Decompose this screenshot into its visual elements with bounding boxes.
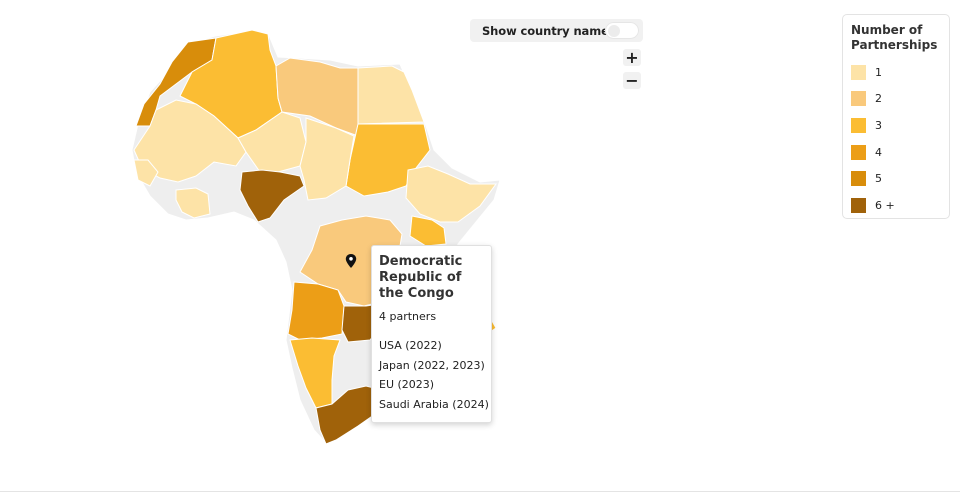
country-angola[interactable]	[287, 281, 345, 341]
tooltip-partner-item: EU (2023)	[379, 378, 435, 392]
tooltip-partner-item: USA (2022)	[379, 339, 442, 352]
country-ethiopia[interactable]	[405, 165, 497, 223]
legend-label: 4	[875, 145, 882, 159]
legend-label: 5	[875, 172, 882, 186]
legend-swatch	[851, 91, 866, 107]
country-namibia[interactable]	[289, 337, 341, 409]
toggle-switch[interactable]	[605, 22, 639, 39]
show-country-names-toggle[interactable]: Show country names	[470, 19, 643, 42]
toggle-knob	[608, 24, 620, 37]
country-egypt[interactable]	[357, 65, 425, 125]
legend-title: Number of Partnerships	[851, 23, 938, 52]
legend-swatch	[851, 171, 866, 187]
legend-label: 6 +	[875, 198, 895, 212]
country-kenya-region[interactable]	[409, 215, 447, 247]
country-senegal[interactable]	[133, 159, 159, 187]
legend-item: 4	[851, 139, 949, 166]
tooltip-partner-item: Japan (2022, 2023)	[379, 358, 485, 372]
legend-list: 1 2 3 4 5 6 +	[851, 59, 949, 219]
legend-item: 5	[851, 165, 949, 192]
legend-swatch	[851, 117, 866, 133]
legend-swatch	[851, 197, 866, 213]
zoom-out-button[interactable]: −	[623, 72, 641, 89]
legend-swatch	[851, 64, 866, 80]
location-pin-icon	[345, 254, 357, 268]
legend-item: 6 +	[851, 192, 949, 219]
tooltip-partner-count: 4 partners	[379, 310, 437, 323]
legend-label: 2	[875, 92, 882, 106]
map-legend: Number of Partnerships 1 2 3 4 5 6 +	[842, 14, 950, 219]
zoom-in-button[interactable]: +	[623, 49, 641, 66]
tooltip-country-name: Democratic Republic of the Congo	[379, 254, 463, 301]
country-ghana-coast[interactable]	[175, 187, 211, 219]
legend-item: 1	[851, 59, 949, 86]
country-nigeria[interactable]	[239, 169, 305, 223]
legend-item: 3	[851, 112, 949, 139]
legend-item: 2	[851, 86, 949, 113]
show-country-names-label: Show country names	[482, 23, 616, 38]
tooltip-partner-item: Saudi Arabia (2024)	[379, 398, 489, 412]
legend-swatch	[851, 144, 866, 160]
country-tooltip: Democratic Republic of the Congo 4 partn…	[371, 245, 492, 423]
tooltip-partner-list: USA (2022) Japan (2022, 2023) EU (2023) …	[379, 336, 491, 415]
legend-label: 3	[875, 118, 882, 132]
legend-label: 1	[875, 65, 882, 79]
bottom-divider	[0, 491, 960, 492]
country-chad[interactable]	[299, 117, 355, 201]
